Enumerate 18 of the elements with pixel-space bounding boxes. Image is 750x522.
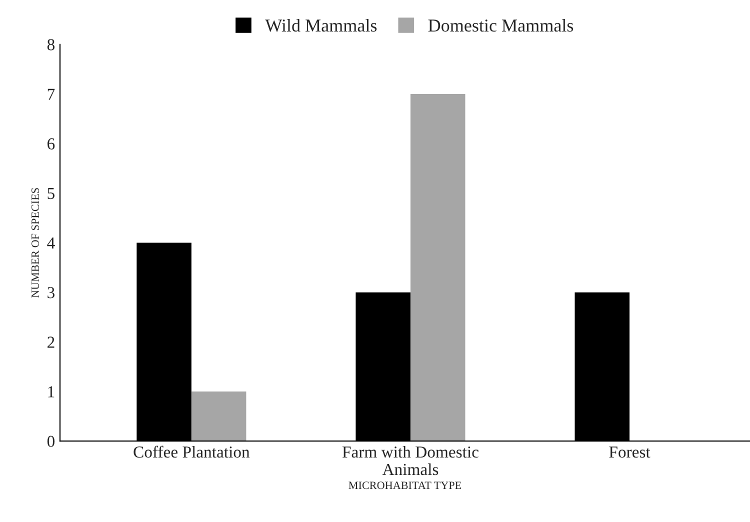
y-tick-label: 2	[48, 336, 54, 348]
y-tick-label: 1	[48, 386, 54, 398]
y-tick-label: 0	[47, 436, 55, 448]
legend-label: Domestic Mammals	[428, 18, 574, 32]
x-tick-label: Farm with Domestic Animals	[342, 446, 478, 476]
y-tick-label: 6	[48, 138, 55, 150]
y-tick-label: 3	[48, 287, 54, 298]
bar	[191, 392, 246, 442]
y-tick-label: 5	[48, 188, 54, 200]
y-tick-label: 7	[48, 88, 55, 100]
legend-label: Wild Mammals	[265, 18, 377, 32]
x-tick-label: Coffee Plantation	[134, 446, 250, 458]
bar	[410, 94, 466, 442]
y-tick-label: 4	[47, 238, 55, 249]
y-tick-label: 8	[47, 39, 55, 50]
y-axis-title: NUMBER OF SPECIES	[32, 188, 39, 298]
x-axis-title: MICROHABITAT TYPE	[348, 482, 462, 490]
x-tick-label: Forest	[609, 446, 650, 458]
